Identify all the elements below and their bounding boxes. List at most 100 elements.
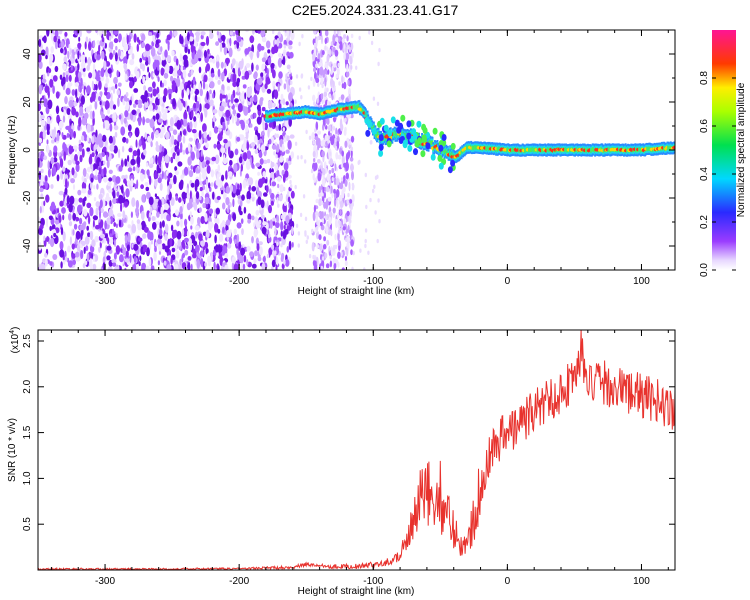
noise-point [271, 244, 275, 250]
noise-point [41, 99, 44, 108]
noise-point [122, 191, 125, 198]
noise-point [91, 91, 96, 102]
noise-point [203, 74, 208, 83]
noise-point [359, 248, 362, 253]
noise-point [66, 108, 71, 115]
noise-point [182, 118, 188, 127]
noise-point [288, 92, 293, 102]
noise-point [83, 71, 86, 78]
noise-point [312, 211, 316, 222]
noise-point [280, 99, 283, 105]
noise-point [337, 231, 340, 242]
noise-point [149, 118, 155, 129]
noise-point [142, 233, 147, 239]
noise-point [106, 144, 109, 151]
noise-point [254, 250, 258, 257]
noise-point [38, 53, 42, 63]
noise-point [46, 236, 50, 242]
noise-point [258, 241, 263, 246]
noise-point [219, 105, 225, 112]
noise-point [148, 196, 154, 206]
noise-point [285, 119, 289, 127]
noise-point [170, 257, 173, 265]
noise-point [98, 139, 104, 148]
noise-point [339, 209, 342, 216]
noise-point [336, 42, 340, 50]
noise-point [160, 46, 163, 53]
noise-point [112, 262, 117, 267]
noise-point [350, 65, 353, 70]
noise-point [79, 106, 84, 116]
noise-point [62, 63, 67, 71]
noise-point [38, 84, 42, 95]
noise-point [217, 246, 223, 253]
noise-point [283, 30, 286, 33]
noise-point [182, 129, 187, 136]
noise-point [291, 225, 294, 235]
noise-point [199, 88, 203, 97]
noise-point [330, 70, 333, 75]
noise-point [320, 140, 324, 147]
noise-point [327, 139, 330, 144]
noise-point [59, 241, 64, 250]
noise-point [216, 31, 219, 36]
noise-point [231, 58, 236, 66]
noise-point [98, 44, 101, 53]
noise-point [113, 30, 119, 36]
noise-point [227, 242, 232, 249]
noise-point [194, 88, 200, 96]
noise-point [261, 36, 267, 43]
noise-point [367, 250, 370, 255]
noise-point [187, 48, 191, 55]
noise-point [197, 216, 201, 226]
noise-point [344, 179, 348, 187]
noise-point [334, 163, 337, 171]
noise-point [164, 203, 169, 211]
noise-point [171, 50, 175, 57]
noise-point [85, 85, 91, 94]
noise-point [186, 192, 189, 200]
noise-point [327, 135, 330, 140]
noise-point [177, 151, 179, 156]
noise-point [119, 254, 124, 263]
noise-point [344, 47, 348, 54]
noise-point [81, 181, 87, 190]
noise-point [126, 34, 129, 45]
noise-point [324, 134, 328, 141]
noise-point [170, 197, 175, 206]
noise-point [80, 77, 83, 87]
noise-point [101, 50, 105, 60]
noise-point [280, 150, 286, 157]
noise-point [323, 161, 327, 169]
noise-point [73, 101, 78, 107]
noise-point [336, 67, 340, 76]
noise-point [376, 174, 379, 179]
noise-point [321, 256, 325, 261]
noise-point [180, 64, 183, 72]
noise-point [104, 100, 110, 111]
noise-point [175, 153, 180, 163]
noise-point [332, 126, 336, 131]
noise-point [122, 247, 127, 256]
noise-point [107, 108, 110, 115]
noise-point [294, 99, 297, 104]
noise-point [109, 35, 112, 42]
noise-point [111, 228, 115, 237]
noise-point [132, 263, 137, 270]
noise-point [324, 61, 328, 69]
noise-point [129, 132, 132, 138]
noise-point [225, 158, 229, 163]
noise-point [143, 51, 147, 58]
noise-point [160, 206, 164, 216]
noise-point [341, 155, 345, 165]
noise-point [200, 216, 205, 224]
noise-point [237, 103, 243, 113]
noise-point [46, 116, 51, 125]
noise-point [51, 224, 56, 231]
noise-point [171, 82, 176, 93]
noise-point [198, 130, 202, 140]
noise-point [261, 226, 267, 235]
noise-point [98, 80, 102, 91]
noise-point [150, 47, 156, 57]
noise-point [174, 242, 178, 252]
